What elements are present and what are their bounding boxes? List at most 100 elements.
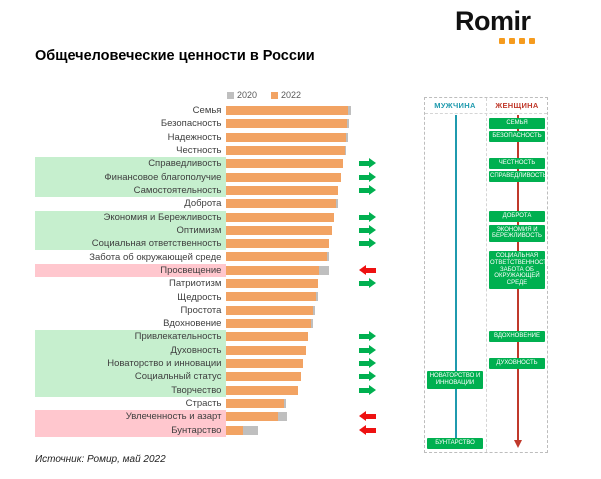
row-label: Семья [192, 105, 222, 117]
bar-2022 [226, 119, 348, 129]
chart-row: Щедрость [35, 290, 385, 303]
row-label: Бунтарство [35, 423, 227, 437]
row-label: Финансовое благополучие [35, 170, 227, 184]
row-bars [226, 264, 352, 277]
logo-text: Romir [455, 6, 531, 36]
chart-row: Финансовое благополучие [35, 170, 385, 184]
gender-panel-divider [486, 98, 487, 452]
chart-row: Безопасность [35, 117, 385, 130]
increase-arrow-icon [359, 278, 377, 289]
bar-2022 [226, 132, 346, 142]
row-trend [352, 344, 385, 355]
row-label: Страсть [185, 398, 222, 410]
romir-logo: Romir [455, 6, 550, 44]
row-label: Оптимизм [35, 223, 227, 238]
female-value-box: ДУХОВНОСТЬ [489, 357, 545, 369]
increase-arrow-icon [359, 358, 377, 369]
row-bars [226, 317, 352, 330]
row-bars [226, 131, 352, 144]
chart-row: Увлеченность и азарт [35, 410, 385, 424]
row-bars [226, 384, 352, 397]
chart-row: Надежность [35, 131, 385, 144]
male-value-box: БУНТАРСТВО [427, 437, 483, 449]
decrease-arrow-icon [359, 264, 377, 275]
decrease-arrow-icon [359, 411, 377, 422]
legend-swatch-2022-icon [271, 91, 279, 99]
row-trend [352, 424, 385, 435]
row-bars [226, 157, 352, 170]
source-note: Источник: Ромир, май 2022 [35, 454, 166, 465]
chart-row: Честность [35, 144, 385, 157]
row-trend [352, 171, 385, 182]
bar-2022 [226, 372, 301, 382]
increase-arrow-icon [359, 185, 377, 196]
female-column-header: ЖЕНЩИНА [495, 101, 539, 110]
row-bars [226, 197, 352, 210]
chart-row: Патриотизм [35, 277, 385, 290]
row-label: Щедрость [177, 291, 222, 303]
chart-row: Забота об окружающей среде [35, 250, 385, 263]
chart-row: Доброта [35, 197, 385, 210]
row-label: Доброта [184, 198, 222, 210]
row-trend [352, 331, 385, 342]
row-trend [352, 278, 385, 289]
bar-2022 [226, 106, 349, 115]
row-label: Забота об окружающей среде [89, 251, 222, 263]
bar-2022 [226, 159, 344, 169]
row-bars [226, 237, 352, 250]
values-bar-chart: 2020 2022 Семья Безопасность Надежность Чес… [35, 86, 385, 437]
male-value-box: НОВАТОРСТВО И ИННОВАЦИИ [427, 371, 483, 389]
row-label: Вдохновение [163, 318, 222, 330]
row-bars [226, 144, 352, 157]
bar-2022 [226, 265, 320, 275]
female-value-box: СЕМЬЯ [489, 118, 545, 129]
row-label: Честность [176, 145, 222, 157]
row-label: Творчество [35, 383, 227, 397]
chart-row: Привлекательность [35, 330, 385, 344]
row-label: Самостоятельность [35, 183, 227, 198]
increase-arrow-icon [359, 384, 377, 395]
row-bars [226, 171, 352, 184]
row-bars [226, 344, 352, 357]
bar-2022 [226, 145, 345, 155]
row-bars [226, 370, 352, 383]
row-label: Надежность [167, 131, 222, 143]
chart-row: Просвещение [35, 263, 385, 278]
bar-2022 [226, 185, 339, 195]
bar-2022 [226, 252, 327, 262]
row-label: Социальная ответственность [35, 237, 227, 251]
chart-row: Духовность [35, 343, 385, 357]
female-value-box: ВДОХНОВЕНИЕ [489, 331, 545, 342]
legend-swatch-2020-icon [227, 91, 234, 99]
bar-2022 [226, 279, 319, 289]
increase-arrow-icon [359, 238, 377, 249]
row-trend [352, 411, 385, 422]
chart-row: Социальная ответственность [35, 237, 385, 251]
row-bars [226, 277, 352, 290]
row-bars [226, 250, 352, 263]
row-trend [352, 384, 385, 395]
bar-2022 [226, 319, 311, 328]
row-label: Простота [180, 304, 222, 316]
gender-panel: МУЖЧИНА ЖЕНЩИНА СЕМЬЯ БЕЗОПАСНОСТЬ ЧЕСТНОС… [424, 97, 551, 453]
row-trend [352, 185, 385, 196]
row-trend [352, 224, 385, 235]
row-label: Духовность [35, 343, 227, 357]
chart-row: Оптимизм [35, 223, 385, 238]
row-label: Безопасность [160, 118, 222, 130]
chart-row: Самостоятельность [35, 183, 385, 198]
legend-label-2022: 2022 [281, 90, 302, 100]
row-bars [226, 357, 352, 370]
increase-arrow-icon [359, 211, 377, 222]
chart-row: Страсть [35, 397, 385, 410]
bar-2022 [226, 212, 335, 222]
chart-row: Бунтарство [35, 423, 385, 437]
row-bars [226, 224, 352, 237]
bar-2022 [226, 358, 304, 368]
row-bars [226, 424, 352, 437]
page-title: Общечеловеческие ценности в России [35, 48, 315, 64]
increase-arrow-icon [359, 371, 377, 382]
chart-row: Новаторство и инновации [35, 356, 385, 371]
row-bars [226, 104, 352, 117]
